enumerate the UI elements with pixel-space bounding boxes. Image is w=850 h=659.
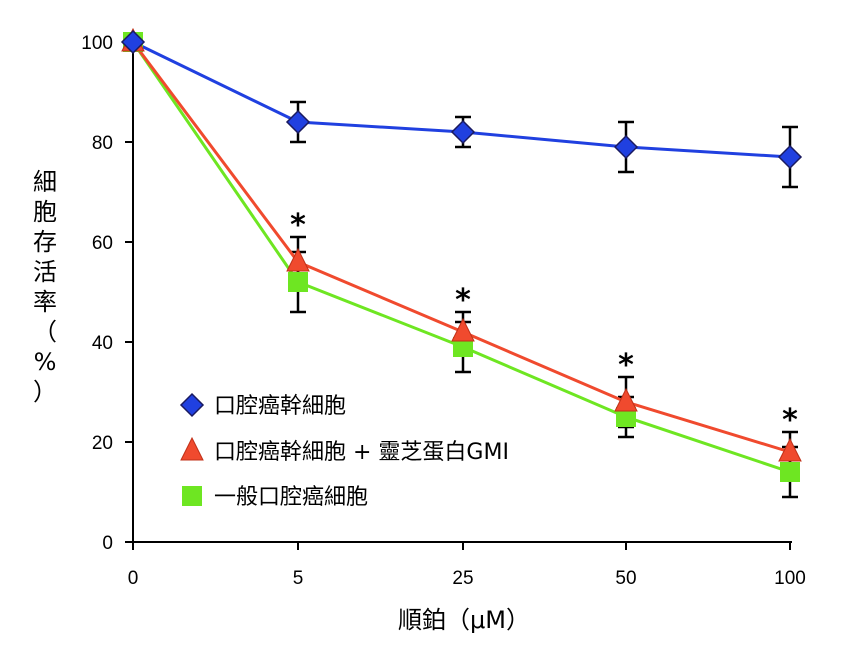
- data-point: [778, 437, 802, 462]
- x-tick-label: 0: [128, 568, 139, 589]
- data-point: [285, 109, 311, 135]
- y-axis-title-char: ）: [33, 378, 57, 406]
- legend-marker: [180, 436, 204, 461]
- x-axis-title: 順鉑（μM）: [398, 606, 530, 634]
- data-point: [616, 407, 636, 427]
- y-tick-label: 20: [92, 433, 113, 454]
- data-point: [120, 29, 146, 55]
- data-point: [288, 272, 308, 292]
- y-axis-title-char: 活: [33, 258, 57, 286]
- y-axis-title-char: 細: [33, 168, 57, 196]
- y-axis-title-char: 存: [33, 228, 57, 256]
- significance-star: *: [618, 348, 634, 383]
- y-tick-label: 80: [92, 133, 113, 154]
- legend-label: 口腔癌幹細胞 + 靈芝蛋白GMI: [214, 440, 509, 465]
- x-ticks: 0 5 25 50 100: [128, 542, 806, 589]
- legend-label: 口腔癌幹細胞: [214, 394, 346, 419]
- significance-annotations: * * * *: [290, 208, 798, 438]
- data-point: [286, 247, 310, 272]
- x-tick-label: 5: [293, 568, 304, 589]
- x-tick-label: 25: [452, 568, 473, 589]
- legend-marker: [182, 486, 202, 506]
- y-tick-label: 0: [102, 533, 113, 554]
- significance-star: *: [290, 208, 306, 243]
- data-point: [451, 317, 475, 342]
- y-tick-label: 40: [92, 333, 113, 354]
- x-tick-label: 100: [774, 568, 806, 589]
- y-ticks: 0 20 40 60 80 100: [81, 33, 133, 554]
- x-tick-label: 50: [615, 568, 636, 589]
- data-point: [777, 144, 803, 170]
- significance-star: *: [455, 283, 471, 318]
- y-tick-label: 100: [81, 33, 113, 54]
- data-point: [780, 462, 800, 482]
- data-point: [613, 134, 639, 160]
- significance-star: *: [782, 403, 798, 438]
- y-axis-title-char: （: [33, 318, 57, 346]
- y-axis-title-char: 胞: [33, 198, 57, 226]
- series-line: [131, 41, 791, 454]
- data-point: [614, 387, 638, 412]
- series-layer: [120, 27, 803, 499]
- data-point: [453, 337, 473, 357]
- y-tick-label: 60: [92, 233, 113, 254]
- legend-marker: [179, 392, 205, 418]
- y-axis-title-char: 率: [33, 288, 57, 316]
- y-axis-title-char: %: [34, 348, 57, 376]
- data-point: [450, 119, 476, 145]
- legend-label: 一般口腔癌細胞: [214, 485, 368, 510]
